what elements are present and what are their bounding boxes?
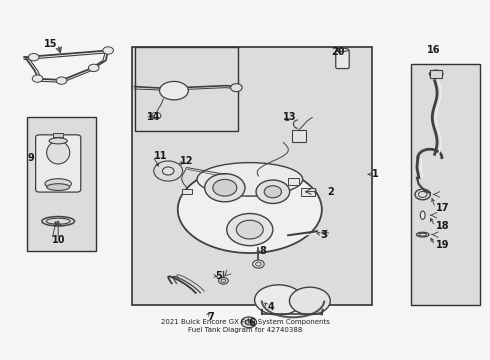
Circle shape — [205, 174, 245, 202]
Bar — [430, 69, 442, 78]
Circle shape — [89, 64, 99, 72]
Text: 2021 Buick Encore GX Fuel System Components
Fuel Tank Diagram for 42740388: 2021 Buick Encore GX Fuel System Compone… — [161, 319, 329, 333]
FancyBboxPatch shape — [292, 130, 306, 142]
Ellipse shape — [49, 138, 67, 144]
Text: 6: 6 — [249, 318, 256, 328]
Text: 14: 14 — [147, 112, 160, 122]
Text: 1: 1 — [372, 169, 379, 179]
Text: 19: 19 — [436, 240, 450, 250]
Text: 10: 10 — [52, 235, 66, 245]
FancyBboxPatch shape — [36, 135, 81, 192]
Circle shape — [103, 47, 113, 54]
Text: 16: 16 — [426, 45, 440, 55]
Text: 7: 7 — [208, 312, 214, 321]
Text: 13: 13 — [283, 112, 297, 122]
Circle shape — [221, 279, 226, 283]
Circle shape — [264, 186, 281, 198]
Bar — [26, 117, 96, 251]
Circle shape — [56, 77, 67, 84]
Circle shape — [28, 54, 39, 61]
Text: 4: 4 — [268, 302, 275, 312]
Circle shape — [256, 262, 261, 266]
Text: 18: 18 — [436, 221, 450, 231]
Text: 15: 15 — [44, 39, 58, 49]
Text: 12: 12 — [180, 156, 194, 166]
Circle shape — [213, 179, 237, 196]
Ellipse shape — [47, 184, 70, 190]
Circle shape — [162, 167, 174, 175]
Ellipse shape — [47, 141, 70, 164]
Bar — [182, 189, 192, 194]
FancyBboxPatch shape — [288, 178, 299, 185]
Text: 20: 20 — [331, 47, 345, 57]
Text: 2: 2 — [328, 187, 334, 197]
Text: 5: 5 — [215, 271, 222, 282]
Ellipse shape — [178, 166, 322, 253]
Bar — [53, 133, 64, 137]
Ellipse shape — [160, 81, 188, 100]
Circle shape — [219, 278, 228, 284]
Text: 11: 11 — [154, 151, 167, 161]
Circle shape — [253, 260, 264, 268]
Text: 3: 3 — [321, 230, 328, 240]
Ellipse shape — [429, 70, 443, 78]
Text: 17: 17 — [436, 203, 450, 213]
Ellipse shape — [255, 285, 303, 315]
Ellipse shape — [45, 179, 72, 189]
Circle shape — [245, 320, 253, 325]
Text: 9: 9 — [28, 153, 35, 163]
Ellipse shape — [197, 163, 303, 196]
Circle shape — [241, 317, 257, 328]
Circle shape — [32, 75, 43, 82]
Bar — [411, 64, 480, 305]
Circle shape — [231, 84, 242, 92]
FancyBboxPatch shape — [336, 50, 349, 68]
Ellipse shape — [420, 211, 425, 219]
FancyBboxPatch shape — [301, 188, 315, 196]
Circle shape — [256, 180, 290, 203]
Ellipse shape — [336, 48, 349, 51]
Circle shape — [236, 220, 263, 239]
Text: 8: 8 — [259, 246, 266, 256]
Ellipse shape — [290, 287, 330, 315]
Bar — [135, 47, 238, 131]
Circle shape — [227, 213, 273, 246]
Circle shape — [151, 112, 161, 119]
Bar — [132, 47, 372, 305]
